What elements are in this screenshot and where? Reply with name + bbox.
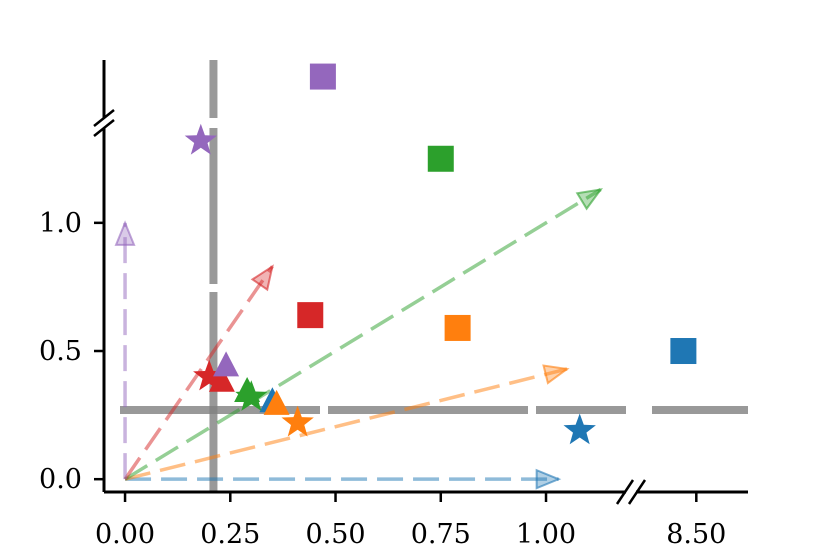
square-marker-green [427,145,454,172]
y-axis-break-mark [93,119,115,137]
arrow-orange [124,367,568,481]
axes [93,60,748,505]
square-marker-orange [444,314,471,341]
arrow-layer [114,188,603,490]
reference-lines [120,60,748,492]
star-marker-blue [563,413,596,445]
y-tick-label: 0.5 [39,336,82,367]
y-tick-label: 0.0 [39,464,82,495]
square-marker-blue [670,338,697,365]
star-marker-green [235,380,268,411]
star-marker-red [193,359,226,391]
x-tick-label: 0.50 [305,519,365,550]
x-tick-label: 0.00 [95,519,155,550]
x-axis-break-mark [627,479,647,505]
triangle-marker-orange [263,389,290,415]
x-tick-label: 1.00 [516,519,576,550]
x-tick-label: 0.25 [200,519,260,550]
y-axis-break-mark [93,109,115,127]
square-marker-purple [309,63,336,90]
arrowhead-orange [542,364,570,385]
star-marker-purple [184,123,217,155]
arrowhead-purple [114,220,136,246]
x-tick-label: 8.50 [666,519,726,550]
x-tick-label: 0.75 [411,519,471,550]
square-marker-red [297,302,324,329]
x-axis-break-mark [615,479,635,505]
arrowhead-blue [535,468,562,490]
tick-labels: 0.00 0.25 0.50 0.75 1.00 8.50 0.0 0.5 1.0 [39,208,726,550]
arrowhead-red [250,264,274,292]
arrowhead-green [575,188,603,211]
arrow-green [124,188,602,481]
marker-layer [184,63,697,445]
triangle-marker-purple [213,351,240,377]
star-marker-orange [281,405,314,437]
y-tick-label: 1.0 [39,208,82,239]
